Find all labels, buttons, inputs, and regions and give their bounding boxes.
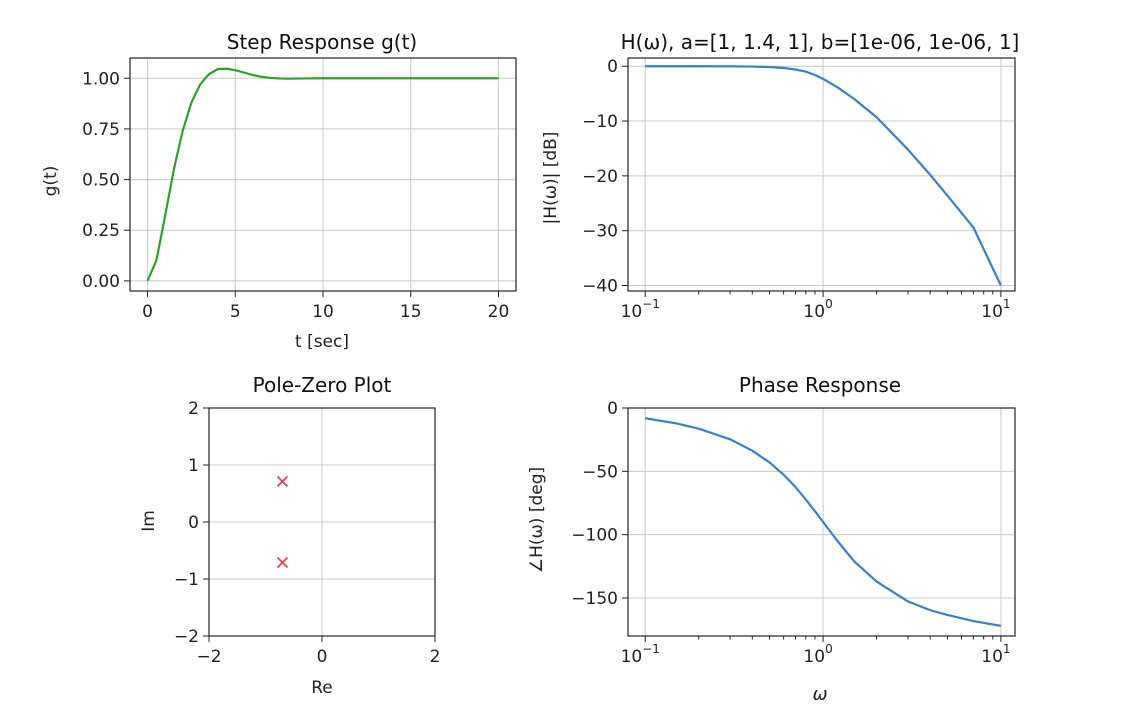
phase-ylabel: ∠H(ω) [deg] bbox=[527, 467, 547, 573]
step-response-xtick-label: 10 bbox=[312, 302, 334, 322]
phase-xtick-label: 101 bbox=[981, 642, 1010, 667]
step-response-panel: Step Response g(t) 0 5 10 15 20 0.00 0.25 0.50 0… bbox=[41, 30, 517, 352]
magnitude-xtick-label: 10−1 bbox=[621, 297, 660, 322]
step-response-title: Step Response g(t) bbox=[227, 30, 417, 54]
step-response-ytick-label: 0.75 bbox=[82, 120, 120, 140]
pole-zero-panel: Pole-Zero Plot −2 0 2 2 1 0 −1 −2 Re Im bbox=[139, 373, 440, 698]
magnitude-series-line bbox=[645, 65, 1002, 286]
step-response-ytick-label: 0.00 bbox=[82, 272, 120, 292]
step-response-ytick-label: 1.00 bbox=[82, 69, 120, 89]
phase-ytick-label: −150 bbox=[571, 589, 618, 609]
phase-xtick-exponent: 0 bbox=[825, 642, 833, 656]
phase-xtick-label: 100 bbox=[803, 642, 832, 667]
pole-zero-ytick-label: 2 bbox=[188, 399, 199, 419]
magnitude-xtick-exponent: 0 bbox=[825, 297, 833, 311]
pole-zero-ytick-label: −1 bbox=[174, 570, 199, 590]
pole-zero-xtick-label: 0 bbox=[317, 647, 328, 667]
pole-zero-ytick-label: 0 bbox=[188, 513, 199, 533]
pole-zero-xtick-label: −2 bbox=[196, 647, 221, 667]
phase-xtick-exponent: −1 bbox=[642, 642, 660, 656]
magnitude-ytick-label: 0 bbox=[607, 57, 618, 77]
phase-frame bbox=[627, 407, 1016, 637]
phase-title: Phase Response bbox=[739, 373, 901, 397]
phase-ytick-label: 0 bbox=[607, 399, 618, 419]
pole-zero-ytick-label: 1 bbox=[188, 456, 199, 476]
magnitude-ytick-label: −20 bbox=[582, 167, 618, 187]
phase-xlabel: ω bbox=[812, 684, 827, 705]
phase-series-line bbox=[645, 417, 1002, 627]
step-response-xtick-label: 15 bbox=[400, 302, 422, 322]
magnitude-frame bbox=[627, 57, 1016, 292]
phase-xtick-exponent: 1 bbox=[1003, 642, 1011, 656]
step-response-xtick-label: 20 bbox=[488, 302, 510, 322]
magnitude-xtick-exponent: 1 bbox=[1003, 297, 1011, 311]
pole-zero-ytick-label: −2 bbox=[174, 627, 199, 647]
pole-marker bbox=[276, 556, 289, 569]
phase-xtick-label: 10−1 bbox=[621, 642, 660, 667]
step-response-ytick-label: 0.50 bbox=[82, 171, 120, 191]
step-response-series-line bbox=[146, 67, 499, 282]
magnitude-ylabel: |H(ω)| [dB] bbox=[541, 132, 561, 225]
phase-ytick-label: −100 bbox=[571, 526, 618, 546]
magnitude-xtick-label: 100 bbox=[803, 297, 832, 322]
magnitude-xtick-exponent: −1 bbox=[642, 297, 660, 311]
magnitude-ytick-label: −10 bbox=[582, 112, 618, 132]
magnitude-ytick-label: −30 bbox=[582, 222, 618, 242]
step-response-ylabel: g(t) bbox=[41, 166, 61, 197]
magnitude-xtick-label: 101 bbox=[981, 297, 1010, 322]
step-response-xlabel: t [sec] bbox=[295, 332, 349, 352]
phase-ytick-label: −50 bbox=[582, 462, 618, 482]
magnitude-panel: H(ω), a=[1, 1.4, 1], b=[1e-06, 1e-06, 1]… bbox=[541, 30, 1019, 322]
magnitude-title: H(ω), a=[1, 1.4, 1], b=[1e-06, 1e-06, 1] bbox=[621, 30, 1020, 54]
pole-zero-ylabel: Im bbox=[139, 510, 159, 532]
pole-zero-xlabel: Re bbox=[311, 678, 333, 698]
magnitude-ytick-label: −40 bbox=[582, 277, 618, 297]
pole-zero-xtick-label: 2 bbox=[430, 647, 441, 667]
pole-zero-title: Pole-Zero Plot bbox=[253, 373, 392, 397]
step-response-xtick-label: 5 bbox=[230, 302, 241, 322]
step-response-ytick-label: 0.25 bbox=[82, 221, 120, 241]
step-response-xtick-label: 0 bbox=[142, 302, 153, 322]
pole-marker bbox=[276, 475, 289, 488]
